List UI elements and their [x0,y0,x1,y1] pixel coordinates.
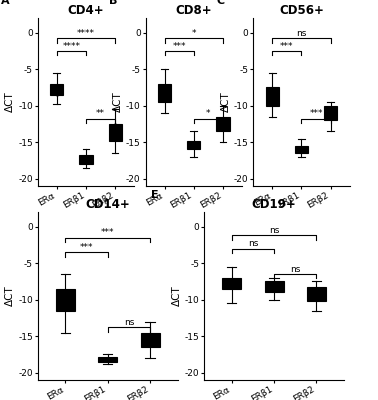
PathPatch shape [222,278,241,289]
Text: ***: *** [280,42,294,50]
Title: CD4+: CD4+ [68,4,104,17]
PathPatch shape [266,87,279,106]
PathPatch shape [141,332,160,347]
Text: ns: ns [296,29,307,38]
PathPatch shape [98,357,117,362]
PathPatch shape [79,155,93,164]
Title: CD19+: CD19+ [252,198,296,211]
Y-axis label: ΔCT: ΔCT [5,286,15,306]
PathPatch shape [324,106,337,120]
Text: ns: ns [124,318,134,327]
Text: ***: *** [101,228,115,237]
Text: C: C [217,0,225,6]
PathPatch shape [108,124,122,141]
PathPatch shape [265,281,284,292]
Y-axis label: ΔCT: ΔCT [172,286,182,306]
Title: CD14+: CD14+ [85,198,130,211]
Text: ns: ns [248,239,258,248]
PathPatch shape [50,84,64,96]
Text: ***: *** [309,110,323,118]
Text: ns: ns [290,265,301,274]
PathPatch shape [307,286,326,301]
Text: ****: **** [62,42,81,50]
Text: ***: *** [172,42,186,50]
Text: ***: *** [80,243,93,252]
Text: E: E [151,190,159,200]
Text: ****: **** [77,29,95,38]
Y-axis label: ΔCT: ΔCT [5,92,15,112]
Title: CD8+: CD8+ [175,4,212,17]
Text: *: * [192,29,196,38]
PathPatch shape [158,84,171,102]
Text: *: * [206,110,211,118]
PathPatch shape [187,141,200,150]
PathPatch shape [56,289,75,311]
Text: B: B [109,0,117,6]
Y-axis label: ΔCT: ΔCT [221,92,231,112]
Title: CD56+: CD56+ [279,4,324,17]
Text: ns: ns [269,226,279,235]
Text: **: ** [96,110,105,118]
Text: A: A [1,0,10,6]
PathPatch shape [295,146,308,153]
PathPatch shape [216,117,229,131]
Y-axis label: ΔCT: ΔCT [113,92,123,112]
